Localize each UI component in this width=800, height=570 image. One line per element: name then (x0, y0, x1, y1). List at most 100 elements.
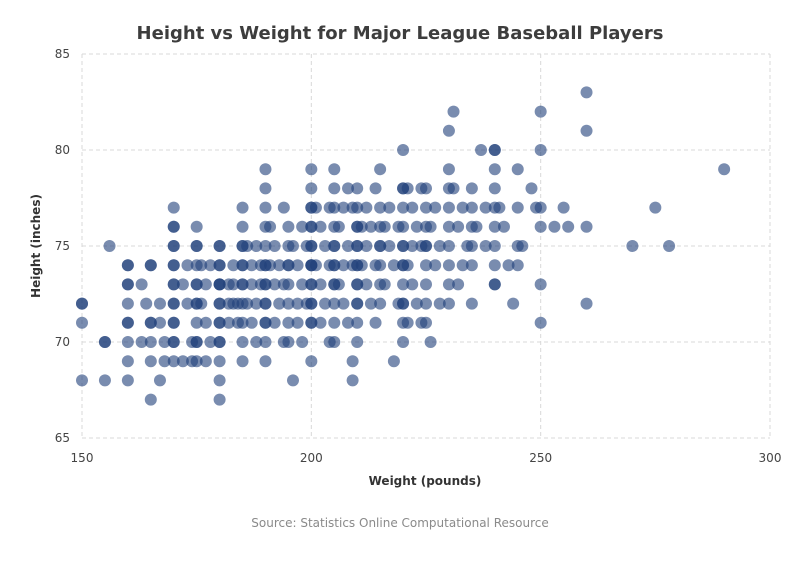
data-point (452, 278, 465, 291)
data-point (580, 297, 593, 310)
data-point (420, 259, 432, 272)
data-point (250, 297, 263, 310)
data-point (351, 297, 364, 310)
data-point (305, 182, 318, 195)
data-point (259, 163, 272, 176)
data-point (534, 105, 547, 118)
data-point (397, 297, 410, 310)
data-point (305, 240, 318, 252)
data-point (378, 278, 391, 291)
data-point (282, 316, 295, 329)
data-point (121, 278, 134, 291)
data-point (305, 355, 318, 368)
data-point (351, 182, 364, 195)
data-point (534, 201, 547, 214)
data-point (433, 297, 446, 310)
data-point (442, 220, 455, 233)
data-point (332, 278, 345, 291)
data-point (328, 182, 341, 195)
data-point (140, 297, 153, 310)
data-point (401, 182, 414, 195)
data-point (167, 336, 180, 348)
data-point (442, 163, 455, 176)
data-point (420, 278, 432, 291)
data-point (351, 336, 364, 348)
data-point (76, 297, 88, 310)
data-point (442, 259, 455, 272)
data-point (250, 240, 263, 252)
data-point (534, 278, 547, 291)
data-point (328, 316, 341, 329)
data-point (337, 201, 350, 214)
data-point (488, 220, 501, 233)
data-point (190, 355, 203, 368)
data-point (259, 182, 272, 195)
data-point (268, 240, 281, 252)
data-point (213, 316, 226, 329)
data-point (268, 278, 281, 291)
data-point (190, 316, 203, 329)
data-point (493, 201, 506, 214)
data-point (534, 144, 547, 156)
data-point (626, 240, 639, 252)
data-point (227, 278, 240, 291)
data-point (199, 278, 212, 291)
data-point (236, 220, 249, 233)
data-point (328, 336, 341, 348)
data-point (259, 316, 272, 329)
data-point (351, 201, 364, 214)
data-point (397, 201, 410, 214)
data-point (397, 220, 410, 233)
data-point (222, 316, 235, 329)
data-point (268, 316, 281, 329)
data-point (291, 297, 304, 310)
data-point (383, 201, 396, 214)
data-point (176, 355, 189, 368)
data-point (442, 278, 455, 291)
data-point (364, 220, 377, 233)
x-tick-label: 300 (759, 451, 782, 465)
data-point (319, 297, 332, 310)
data-point (328, 297, 341, 310)
data-point (305, 316, 318, 329)
data-point (548, 220, 561, 233)
data-point (153, 297, 166, 310)
y-tick-label: 85 (55, 47, 70, 61)
data-point (562, 220, 575, 233)
data-point (557, 201, 570, 214)
data-point (259, 201, 272, 214)
data-point (305, 297, 318, 310)
data-point (291, 316, 304, 329)
data-point (167, 220, 180, 233)
data-point (227, 259, 240, 272)
data-point (342, 240, 355, 252)
data-point (236, 201, 249, 214)
data-point (374, 297, 387, 310)
data-point (351, 278, 364, 291)
data-point (264, 220, 277, 233)
y-tick-label: 70 (55, 335, 70, 349)
data-point (76, 374, 88, 387)
data-point (236, 316, 249, 329)
data-point (282, 297, 295, 310)
data-point (374, 201, 387, 214)
data-point (410, 220, 423, 233)
data-point (351, 240, 364, 252)
data-point (305, 163, 318, 176)
data-point (360, 278, 373, 291)
data-point (346, 355, 359, 368)
data-point (456, 259, 469, 272)
data-point (433, 240, 446, 252)
data-point (511, 163, 524, 176)
data-point (121, 259, 134, 272)
data-point (580, 86, 593, 99)
data-point (442, 124, 455, 137)
data-point (369, 316, 382, 329)
data-point (337, 259, 350, 272)
data-point (346, 374, 359, 387)
data-point (314, 316, 327, 329)
data-point (397, 144, 410, 156)
data-point (213, 355, 226, 368)
data-point (420, 240, 432, 252)
data-point (447, 105, 460, 118)
